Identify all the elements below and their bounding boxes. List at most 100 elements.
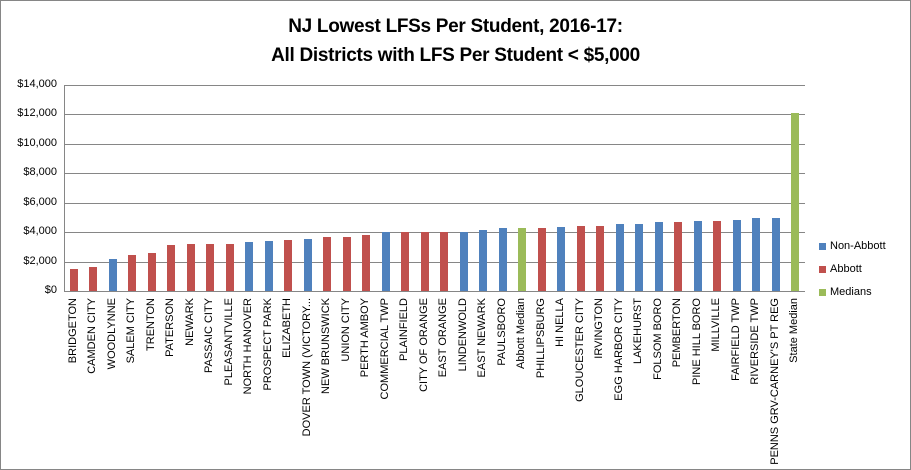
legend-item: Non-Abbott (819, 238, 886, 254)
x-tick-label: PASSAIC CITY (203, 298, 216, 373)
plot-area (64, 85, 805, 292)
bar (693, 221, 702, 291)
bar (128, 254, 137, 291)
bar (264, 240, 273, 291)
bar (635, 224, 644, 291)
x-tick-label: CAMDEN CITY (86, 298, 99, 374)
y-tick-label: $10,000 (17, 136, 57, 149)
bar (771, 218, 780, 291)
gridline (64, 261, 805, 263)
x-tick-label: PEMBERTON (671, 298, 684, 368)
x-tick-label: ELIZABETH (281, 298, 294, 358)
x-tick-label: State Median (788, 298, 801, 363)
legend: Non-Abbott Abbott Medians (819, 238, 886, 307)
legend-swatch-icon (819, 242, 826, 250)
bar (167, 245, 176, 291)
y-tick-label: $4,000 (23, 225, 57, 238)
gridline (64, 143, 805, 145)
bar (576, 226, 585, 291)
gridline (64, 291, 805, 292)
bar (674, 221, 683, 291)
x-tick-label: GLOUCESTER CITY (573, 298, 586, 402)
gridline (64, 114, 805, 116)
chart-title: NJ Lowest LFSs Per Student, 2016-17: All… (0, 12, 911, 70)
bar (752, 218, 761, 291)
bar (186, 243, 195, 291)
x-tick-label: PLEASANTVILLE (222, 298, 235, 386)
bar (147, 252, 156, 291)
x-tick-label: EAST NEWARK (476, 298, 489, 378)
bar (459, 232, 468, 291)
x-tick-label: DOVER TOWN (VICTORY... (300, 298, 313, 437)
x-tick-label: PATERSON (164, 298, 177, 357)
x-tick-label: PLAINFIELD (398, 298, 411, 361)
y-tick-label: $12,000 (17, 107, 57, 120)
x-tick-label: IRVINGTON (593, 298, 606, 359)
bar (245, 242, 254, 291)
y-tick-label: $6,000 (23, 195, 57, 208)
x-tick-label: Abbott Median (515, 298, 528, 369)
legend-swatch-icon (819, 265, 826, 273)
y-tick-label: $2,000 (23, 254, 57, 267)
x-tick-label: NEWARK (183, 298, 196, 346)
legend-item: Abbott (819, 261, 886, 277)
y-tick-label: $0 (44, 284, 57, 296)
gridline (64, 202, 805, 204)
x-tick-label: NEW BRUNSWICK (320, 298, 333, 394)
x-tick-label: EGG HARBOR CITY (612, 298, 625, 401)
x-tick-label: PHILLIPSBURG (534, 298, 547, 379)
x-tick-label: FOLSOM BORO (651, 298, 664, 380)
y-tick-label: $8,000 (23, 166, 57, 179)
y-tick-label: $14,000 (17, 78, 57, 90)
legend-swatch-icon (819, 288, 826, 296)
bar (537, 227, 546, 291)
legend-item: Medians (819, 284, 886, 300)
x-tick-label: WOODLYNNE (105, 298, 118, 370)
bar (381, 232, 390, 291)
gridline (64, 232, 805, 234)
bar (420, 232, 429, 291)
x-tick-label: FAIRFIELD TWP (729, 298, 742, 381)
chart-title-line1: NJ Lowest LFSs Per Student, 2016-17: (288, 16, 623, 37)
x-tick-label: LAKEHURST (632, 298, 645, 365)
x-tick-label: UNION CITY (339, 298, 352, 362)
bar (225, 243, 234, 291)
legend-label: Medians (830, 286, 872, 298)
legend-label: Non-Abbott (830, 240, 886, 252)
bar (732, 219, 741, 291)
bar (557, 227, 566, 291)
x-tick-label: HI NELLA (554, 298, 567, 347)
x-tick-label: EAST ORANGE (437, 298, 450, 378)
x-tick-label: COMMERCIAL TWP (378, 298, 391, 400)
bar (362, 235, 371, 291)
gridline (64, 173, 805, 175)
bar (596, 226, 605, 291)
x-tick-label: RIVERSIDE TWP (749, 298, 762, 385)
bar (342, 236, 351, 291)
bar (498, 228, 507, 291)
x-tick-label: NORTH HANOVER (242, 298, 255, 395)
x-tick-label: LINDENWOLD (456, 298, 469, 372)
bar (108, 258, 117, 291)
x-tick-label: CITY OF ORANGE (417, 298, 430, 392)
bar (791, 112, 800, 291)
gridline (64, 85, 805, 86)
bar (89, 266, 98, 291)
bar (615, 224, 624, 291)
bar (654, 221, 663, 291)
chart-subtitle: All Districts with LFS Per Student < $5,… (271, 45, 640, 66)
bar (323, 236, 332, 291)
bar (518, 227, 527, 291)
bar (303, 238, 312, 291)
legend-label: Abbott (830, 263, 862, 275)
y-axis-line (64, 85, 65, 291)
bar (713, 220, 722, 291)
bar (401, 232, 410, 291)
bar (479, 229, 488, 291)
x-tick-label: MILLVILLE (710, 298, 723, 352)
x-tick-label: BRIDGETON (66, 298, 79, 364)
x-tick-label: PAULSBORO (495, 298, 508, 366)
bar (69, 268, 78, 291)
bar (440, 232, 449, 291)
x-tick-label: PERTH AMBOY (359, 298, 372, 378)
